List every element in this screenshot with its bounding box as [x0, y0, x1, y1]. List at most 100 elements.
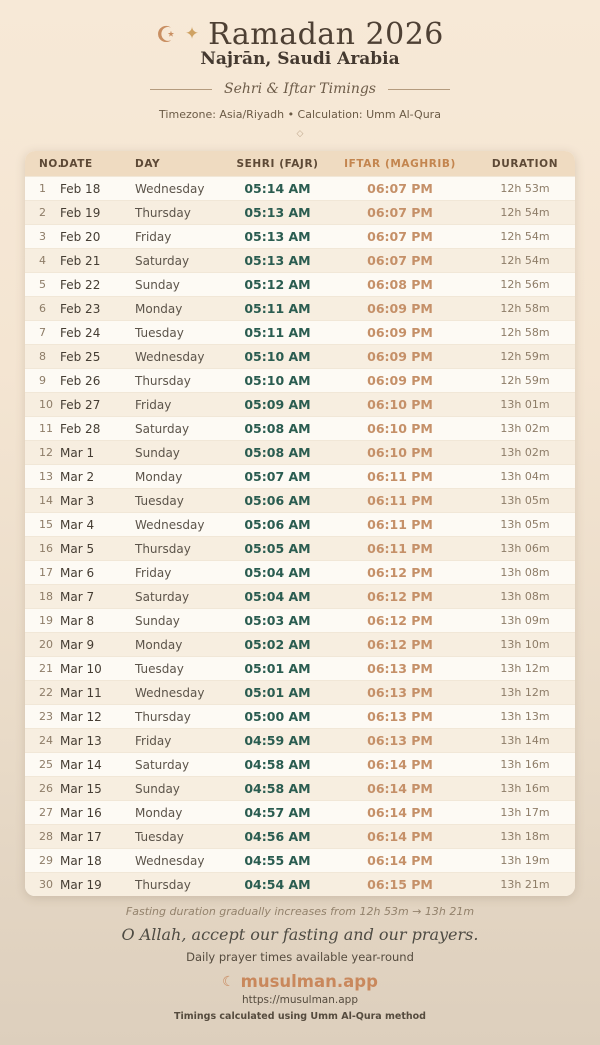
dua-text: O Allah, accept our fasting and our pray…	[121, 925, 479, 945]
row-number: 3	[25, 224, 60, 249]
duration-cell: 13h 16m	[475, 752, 575, 777]
tagline-row: Sehri & Iftar Timings	[0, 81, 600, 97]
day-cell: Sunday	[135, 440, 230, 465]
iftar-time: 06:10 PM	[325, 440, 475, 465]
duration-cell: 12h 58m	[475, 296, 575, 321]
date-cell: Feb 20	[60, 224, 135, 249]
day-cell: Monday	[135, 632, 230, 657]
date-cell: Feb 25	[60, 344, 135, 369]
table-row: 12 Mar 1 Sunday 05:08 AM 06:10 PM 13h 02m	[25, 440, 575, 465]
day-cell: Wednesday	[135, 512, 230, 537]
table-row: 23 Mar 12 Thursday 05:00 AM 06:13 PM 13h 13m	[25, 704, 575, 729]
iftar-time: 06:12 PM	[325, 632, 475, 657]
date-cell: Mar 3	[60, 488, 135, 513]
duration-cell: 12h 53m	[475, 176, 575, 201]
row-number: 23	[25, 704, 60, 729]
day-cell: Tuesday	[135, 488, 230, 513]
row-number: 27	[25, 800, 60, 825]
iftar-time: 06:14 PM	[325, 848, 475, 873]
sehri-time: 04:54 AM	[230, 872, 325, 897]
header: ☪ ✦ Ramadan 2026 Najrān, Saudi Arabia Se…	[0, 0, 600, 139]
date-cell: Mar 6	[60, 560, 135, 585]
tagline-text: Sehri & Iftar Timings	[224, 81, 376, 98]
table-row: 10 Feb 27 Friday 05:09 AM 06:10 PM 13h 01m	[25, 392, 575, 417]
location-subtitle: Najrān, Saudi Arabia	[200, 48, 400, 69]
column-header-iftar: IFTAR (MAGHRIB)	[325, 151, 475, 177]
date-cell: Feb 26	[60, 368, 135, 393]
sehri-time: 05:04 AM	[230, 560, 325, 585]
iftar-time: 06:14 PM	[325, 824, 475, 849]
row-number: 11	[25, 416, 60, 441]
day-cell: Friday	[135, 560, 230, 585]
duration-cell: 13h 18m	[475, 824, 575, 849]
day-cell: Tuesday	[135, 656, 230, 681]
table-row: 28 Mar 17 Tuesday 04:56 AM 06:14 PM 13h 18m	[25, 824, 575, 849]
table-row: 15 Mar 4 Wednesday 05:06 AM 06:11 PM 13h 05m	[25, 512, 575, 537]
timezone-calculation-meta: Timezone: Asia/Riyadh • Calculation: Umm…	[159, 108, 441, 122]
sehri-time: 05:06 AM	[230, 488, 325, 513]
iftar-time: 06:07 PM	[325, 200, 475, 225]
iftar-time: 06:07 PM	[325, 224, 475, 249]
sehri-time: 05:10 AM	[230, 344, 325, 369]
duration-cell: 12h 59m	[475, 344, 575, 369]
row-number: 8	[25, 344, 60, 369]
row-number: 12	[25, 440, 60, 465]
iftar-time: 06:09 PM	[325, 296, 475, 321]
duration-cell: 13h 08m	[475, 584, 575, 609]
sehri-time: 05:13 AM	[230, 248, 325, 273]
duration-cell: 13h 21m	[475, 872, 575, 897]
row-number: 13	[25, 464, 60, 489]
table-row: 16 Mar 5 Thursday 05:05 AM 06:11 PM 13h 06m	[25, 536, 575, 561]
date-cell: Feb 19	[60, 200, 135, 225]
iftar-time: 06:08 PM	[325, 272, 475, 297]
row-number: 2	[25, 200, 60, 225]
day-cell: Sunday	[135, 608, 230, 633]
table-row: 14 Mar 3 Tuesday 05:06 AM 06:11 PM 13h 05m	[25, 488, 575, 513]
duration-cell: 13h 05m	[475, 512, 575, 537]
duration-cell: 13h 13m	[475, 704, 575, 729]
day-cell: Sunday	[135, 776, 230, 801]
brand-row: ☾ musulman.app	[0, 972, 600, 991]
sehri-time: 05:01 AM	[230, 680, 325, 705]
duration-cell: 13h 06m	[475, 536, 575, 561]
iftar-time: 06:09 PM	[325, 344, 475, 369]
iftar-time: 06:07 PM	[325, 248, 475, 273]
sehri-time: 05:00 AM	[230, 704, 325, 729]
day-cell: Saturday	[135, 416, 230, 441]
duration-cell: 13h 10m	[475, 632, 575, 657]
table-row: 6 Feb 23 Monday 05:11 AM 06:09 PM 12h 58m	[25, 296, 575, 321]
date-cell: Mar 9	[60, 632, 135, 657]
sehri-time: 04:59 AM	[230, 728, 325, 753]
iftar-time: 06:09 PM	[325, 368, 475, 393]
duration-cell: 13h 16m	[475, 776, 575, 801]
sehri-time: 05:08 AM	[230, 416, 325, 441]
footer: Fasting duration gradually increases fro…	[0, 905, 600, 1022]
date-cell: Mar 1	[60, 440, 135, 465]
day-cell: Thursday	[135, 872, 230, 897]
iftar-time: 06:09 PM	[325, 320, 475, 345]
date-cell: Mar 8	[60, 608, 135, 633]
duration-cell: 13h 14m	[475, 728, 575, 753]
sehri-time: 05:07 AM	[230, 464, 325, 489]
duration-cell: 12h 56m	[475, 272, 575, 297]
sehri-time: 05:13 AM	[230, 200, 325, 225]
day-cell: Saturday	[135, 584, 230, 609]
iftar-time: 06:14 PM	[325, 752, 475, 777]
table-row: 13 Mar 2 Monday 05:07 AM 06:11 PM 13h 04m	[25, 464, 575, 489]
brand-url: https://musulman.app	[242, 994, 358, 1007]
brand-crescent-icon: ☾	[222, 973, 235, 990]
table-row: 24 Mar 13 Friday 04:59 AM 06:13 PM 13h 14m	[25, 728, 575, 753]
sehri-time: 05:12 AM	[230, 272, 325, 297]
column-header-no: NO.	[25, 151, 62, 177]
sehri-time: 05:11 AM	[230, 296, 325, 321]
iftar-time: 06:14 PM	[325, 776, 475, 801]
date-cell: Feb 28	[60, 416, 135, 441]
availability-note: Daily prayer times available year-round	[186, 950, 414, 965]
row-number: 16	[25, 536, 60, 561]
day-cell: Thursday	[135, 536, 230, 561]
row-number: 29	[25, 848, 60, 873]
crescent-moon-icon: ☪	[156, 22, 176, 48]
sehri-time: 05:02 AM	[230, 632, 325, 657]
table-row: 20 Mar 9 Monday 05:02 AM 06:12 PM 13h 10m	[25, 632, 575, 657]
diamond-ornament-icon: ◇	[296, 129, 304, 140]
